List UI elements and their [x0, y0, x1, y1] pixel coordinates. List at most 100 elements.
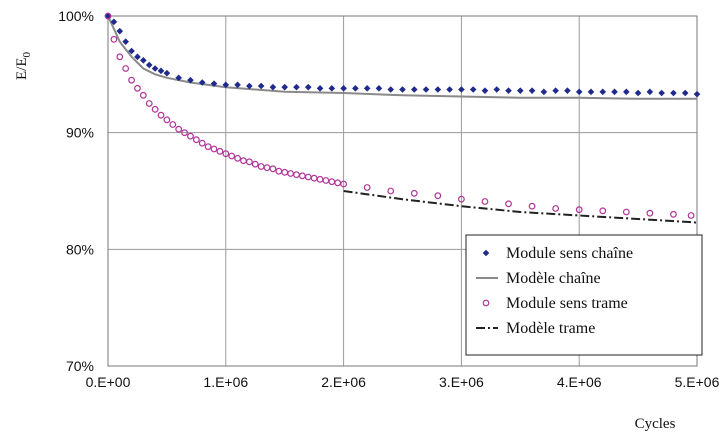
series-0 [104, 12, 701, 98]
data-point [104, 12, 112, 20]
legend-key [482, 249, 490, 257]
data-point [646, 88, 654, 96]
x-tick-label: 4.E+06 [557, 374, 602, 390]
data-point [222, 81, 230, 89]
data-point [410, 189, 418, 197]
data-point [434, 86, 442, 93]
data-point [187, 132, 194, 140]
data-point [139, 91, 147, 99]
plot-area [107, 15, 698, 367]
x-tick-label: 1.E+06 [203, 374, 248, 390]
series-1 [107, 15, 697, 100]
data-point [134, 53, 141, 61]
data-point [269, 83, 277, 91]
data-point [505, 200, 512, 208]
data-point [399, 86, 406, 93]
data-point [575, 206, 583, 214]
data-point [257, 163, 265, 170]
data-point [517, 87, 524, 94]
data-point [198, 79, 206, 86]
data-point [293, 83, 300, 91]
data-point [210, 145, 218, 153]
data-point [304, 173, 312, 181]
data-point [552, 205, 560, 212]
data-point [540, 88, 548, 96]
data-point [458, 86, 465, 93]
data-point [634, 89, 642, 97]
data-point [175, 125, 183, 133]
x-tick-label: 0.E+00 [86, 374, 131, 390]
data-point [322, 177, 330, 184]
data-point [304, 83, 312, 91]
data-point [145, 100, 153, 107]
data-point [340, 85, 347, 92]
data-point [134, 84, 141, 92]
data-point [458, 195, 465, 203]
data-point [363, 85, 371, 92]
data-point [552, 87, 559, 94]
data-point [216, 147, 224, 155]
data-point [622, 208, 630, 216]
data-point [505, 87, 512, 94]
data-point [387, 187, 395, 195]
data-point [128, 47, 135, 55]
data-point [163, 116, 171, 124]
data-point [122, 38, 129, 45]
data-point [340, 180, 348, 188]
y-tick-label: 80% [66, 241, 94, 257]
data-point [187, 76, 194, 84]
legend-label: Modèle chaîne [506, 270, 601, 287]
data-point [316, 175, 324, 183]
data-point [128, 76, 135, 84]
tick-labels: 0.E+00 1.E+06 2.E+06 3.E+06 4.E+06 5.E+06 70% 8… [58, 8, 719, 390]
data-point [281, 168, 289, 176]
y-tick-label: 70% [66, 358, 94, 374]
data-point [481, 198, 489, 205]
series-layer [104, 12, 701, 224]
legend: Module sens chaîne Modèle chaîne Module se… [465, 234, 703, 356]
y-tick-label: 100% [58, 8, 94, 24]
data-point [281, 83, 288, 91]
data-point [528, 87, 536, 94]
series-2 [104, 12, 695, 219]
data-point [246, 82, 253, 90]
data-point [469, 86, 477, 93]
series-3 [343, 190, 698, 224]
legend-label: Modèle trame [506, 320, 595, 337]
data-point [528, 202, 536, 210]
data-point [575, 88, 583, 96]
data-point [310, 174, 318, 182]
data-point [646, 209, 654, 217]
data-point [687, 212, 695, 219]
data-point [116, 27, 124, 35]
data-point [328, 178, 336, 186]
data-point [269, 165, 277, 173]
legend-box [465, 234, 703, 356]
series-line [343, 190, 698, 224]
data-point [410, 86, 418, 93]
data-point [157, 67, 165, 75]
data-point [287, 170, 294, 177]
data-point [658, 89, 665, 97]
legend-label: Module sens chaîne [506, 245, 633, 262]
data-point [198, 139, 206, 147]
data-point [145, 61, 153, 69]
data-point [328, 85, 336, 92]
x-axis-title: Cycles [635, 416, 676, 432]
y-axis-title-sub: 0 [21, 52, 33, 58]
data-point [169, 121, 177, 128]
data-point [481, 87, 489, 94]
y-axis-title: E/E0 [14, 52, 33, 81]
data-point [493, 86, 501, 93]
data-point [334, 179, 342, 187]
data-point [234, 154, 241, 162]
data-point [228, 152, 236, 160]
data-point [110, 18, 118, 26]
data-point [204, 143, 212, 151]
x-tick-label: 5.E+06 [675, 374, 720, 390]
data-point [363, 184, 371, 191]
y-axis-title-main: E/E [14, 58, 30, 81]
x-tick-label: 2.E+06 [321, 374, 366, 390]
data-point [275, 167, 283, 175]
legend-key [482, 299, 490, 307]
